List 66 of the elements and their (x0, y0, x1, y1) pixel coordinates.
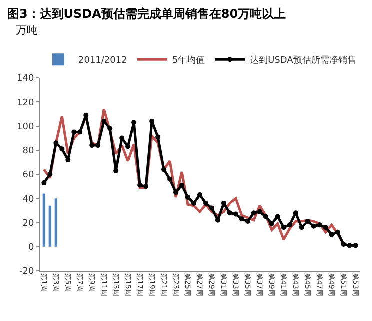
point (192, 200, 197, 206)
chart-title: 图3：达到USDA预估需完成单周销售在80万吨以上 (7, 7, 286, 22)
y-tick-label: 80 (22, 146, 34, 157)
point (78, 130, 83, 135)
point (48, 172, 53, 177)
y-tick-label: 0 (28, 243, 34, 254)
point (209, 206, 214, 211)
bar (42, 194, 46, 247)
point (60, 146, 65, 152)
point (203, 200, 208, 206)
point (108, 126, 113, 132)
point (353, 243, 358, 248)
point (245, 219, 250, 224)
y-tick-label: 20 (22, 218, 34, 229)
point (239, 216, 244, 222)
point (305, 219, 310, 224)
point (126, 144, 131, 150)
bar (54, 198, 58, 247)
y-tick-label: 60 (22, 170, 34, 181)
point (341, 242, 346, 247)
point (323, 225, 328, 230)
point (114, 168, 119, 174)
y-tick-label: 40 (22, 194, 34, 205)
point (335, 230, 340, 235)
point (269, 221, 274, 226)
legend-label: 5年均值 (172, 55, 206, 66)
point (227, 210, 232, 216)
point (311, 224, 316, 229)
y-axis-title: 万吨 (16, 24, 38, 37)
legend-label: 达到USDA预估所需净销售 (250, 55, 356, 66)
point (263, 214, 268, 220)
point (84, 112, 89, 118)
point (329, 232, 334, 238)
legend-label: 2011/2012 (78, 56, 128, 66)
point (72, 130, 77, 135)
point (317, 222, 322, 228)
point (186, 194, 191, 200)
point (257, 209, 262, 214)
point (198, 192, 202, 198)
point (251, 210, 256, 216)
point (275, 214, 280, 220)
point (287, 222, 292, 228)
point (174, 190, 179, 196)
point (233, 212, 238, 217)
point (347, 243, 352, 248)
point (299, 225, 304, 230)
point (180, 182, 185, 188)
point (102, 118, 107, 124)
bar (48, 206, 52, 247)
point (281, 225, 286, 230)
point (168, 176, 173, 182)
point (66, 158, 71, 163)
point (120, 136, 125, 141)
point (42, 180, 47, 186)
point (132, 120, 137, 126)
y-tick-label: 100 (17, 122, 34, 132)
y-tick-label: 140 (17, 74, 34, 84)
point (144, 184, 149, 190)
point (150, 118, 155, 124)
point (90, 143, 95, 148)
point (162, 167, 167, 172)
y-tick-label: 120 (17, 98, 34, 108)
y-tick-label: -20 (19, 267, 34, 278)
point (156, 134, 161, 140)
point (96, 143, 101, 148)
point (138, 182, 143, 188)
